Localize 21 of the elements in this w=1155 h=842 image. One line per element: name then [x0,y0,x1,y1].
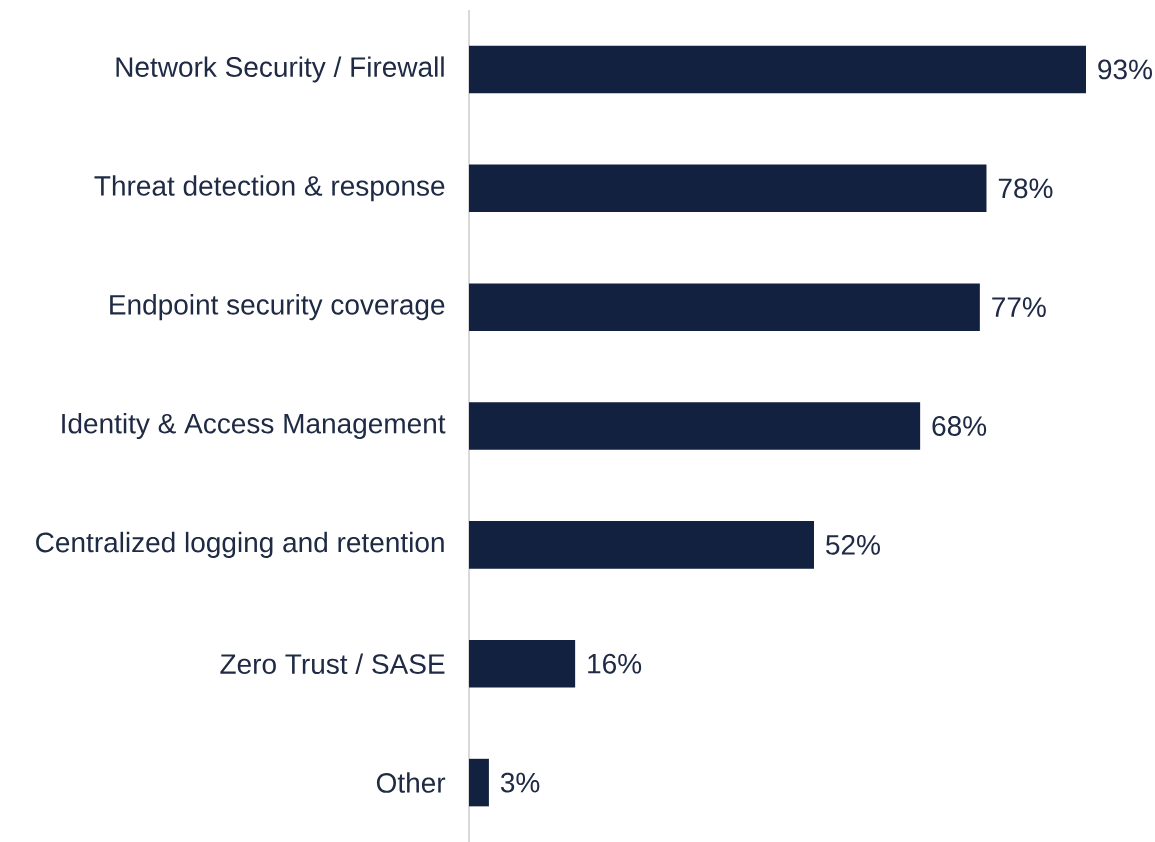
y-tick-label: Zero Trust / SASE [220,653,445,674]
bar [469,758,489,807]
bar [469,45,1086,94]
y-tick-label: Threat detection & response [94,175,445,202]
y-tick-label: Network Security / Firewall [116,56,444,83]
data-label: 93% [1098,59,1152,80]
data-label: 78% [998,178,1053,199]
data-label: 68% [932,416,987,436]
y-tick-label: Identity & Access Management [62,412,446,440]
bar [469,164,987,213]
bar [469,402,921,450]
y-tick-label: Endpoint security coverage [110,294,445,321]
bar [469,283,980,331]
data-label: 77% [992,297,1046,317]
y-tick-label: Centralized logging and retention [36,531,444,558]
data-label: 52% [826,534,880,555]
data-label: 3% [500,772,540,793]
bar [469,639,576,688]
data-label: 16% [588,653,642,674]
y-tick-label: Other [376,772,446,793]
bar [469,521,814,569]
